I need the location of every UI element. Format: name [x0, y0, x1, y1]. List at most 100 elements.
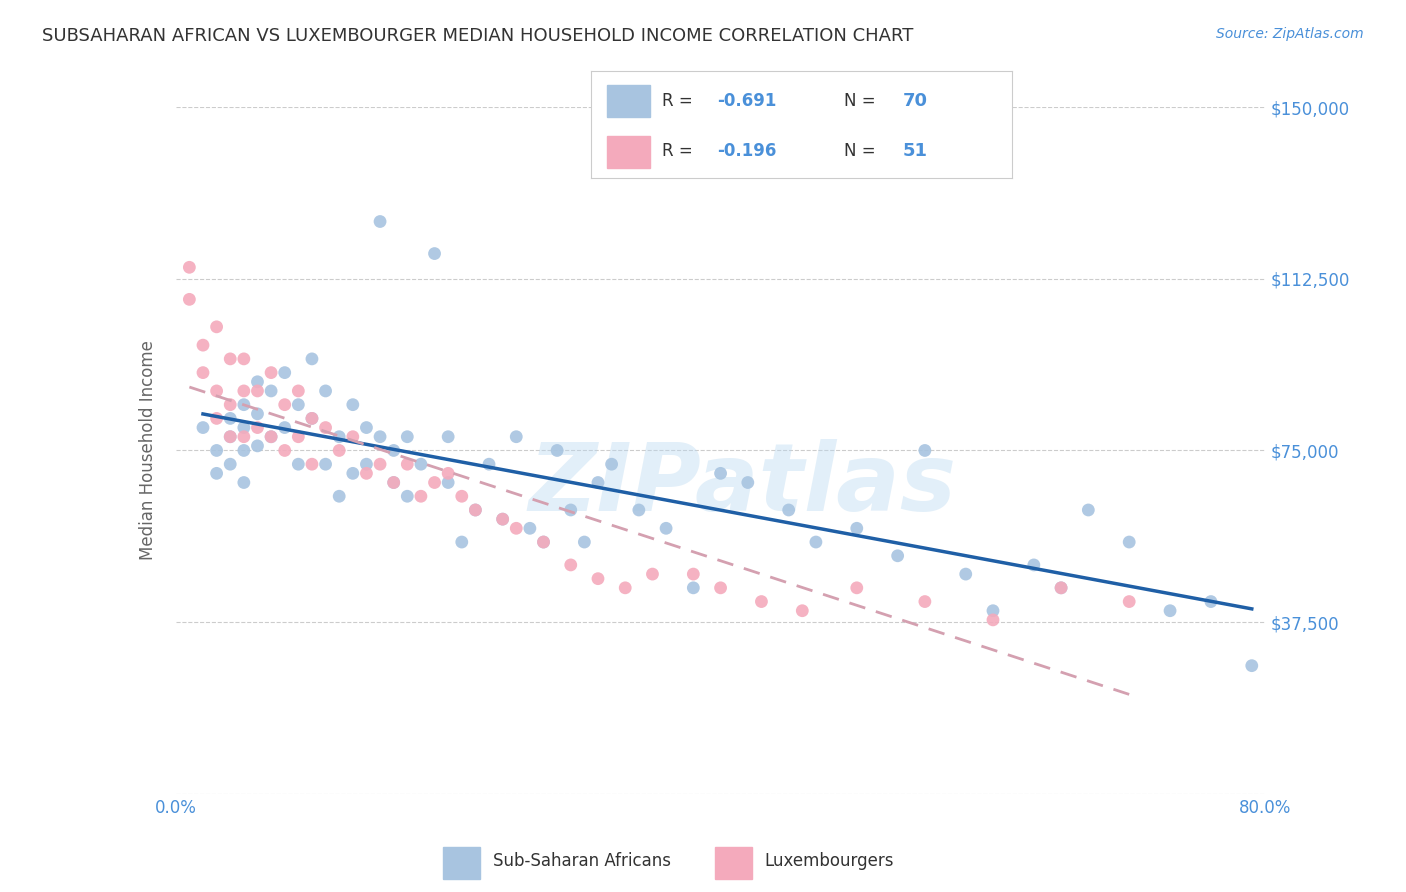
Text: N =: N = — [844, 142, 880, 160]
Point — [1118, 594, 1140, 608]
Point — [574, 535, 596, 549]
Point — [274, 443, 297, 458]
Point — [614, 581, 637, 595]
Point — [260, 384, 283, 398]
Point — [328, 489, 350, 503]
Point — [191, 338, 214, 352]
Point — [1050, 581, 1073, 595]
Point — [205, 319, 228, 334]
Point — [655, 521, 678, 535]
Text: 70: 70 — [903, 93, 928, 111]
Point — [396, 457, 419, 471]
Point — [437, 475, 460, 490]
Point — [382, 443, 405, 458]
Point — [600, 457, 623, 471]
Point — [710, 467, 733, 481]
Point — [315, 384, 337, 398]
Point — [464, 503, 486, 517]
Text: 51: 51 — [903, 142, 928, 160]
Point — [423, 475, 446, 490]
Point — [232, 420, 254, 434]
Point — [232, 351, 254, 366]
Point — [342, 430, 364, 444]
Point — [287, 398, 309, 412]
Point — [914, 594, 936, 608]
Point — [682, 567, 704, 582]
Point — [1118, 535, 1140, 549]
Point — [981, 613, 1004, 627]
Point — [751, 594, 773, 608]
Point — [737, 475, 759, 490]
Text: Sub-Saharan Africans: Sub-Saharan Africans — [492, 852, 671, 870]
FancyBboxPatch shape — [443, 847, 481, 879]
Point — [586, 572, 609, 586]
Point — [396, 430, 419, 444]
Point — [492, 512, 515, 526]
Point — [301, 457, 323, 471]
Point — [368, 430, 391, 444]
Point — [627, 503, 650, 517]
Point — [301, 411, 323, 425]
Point — [464, 503, 486, 517]
Point — [1022, 558, 1045, 572]
Point — [232, 384, 254, 398]
Point — [560, 503, 582, 517]
Point — [219, 457, 242, 471]
Point — [382, 475, 405, 490]
Point — [845, 521, 868, 535]
Point — [246, 384, 269, 398]
Point — [246, 420, 269, 434]
Point — [205, 411, 228, 425]
Point — [315, 457, 337, 471]
Point — [1159, 604, 1181, 618]
Point — [437, 467, 460, 481]
Point — [260, 366, 283, 380]
Point — [179, 293, 201, 307]
Point — [560, 558, 582, 572]
Point — [356, 420, 378, 434]
Text: R =: R = — [662, 142, 699, 160]
Point — [955, 567, 977, 582]
Point — [274, 420, 297, 434]
Point — [914, 443, 936, 458]
Point — [232, 398, 254, 412]
Point — [356, 457, 378, 471]
Point — [328, 443, 350, 458]
Point — [450, 535, 472, 549]
Point — [205, 467, 228, 481]
Point — [396, 489, 419, 503]
Point — [342, 467, 364, 481]
Point — [301, 411, 323, 425]
Text: N =: N = — [844, 93, 880, 111]
Text: -0.196: -0.196 — [717, 142, 776, 160]
Point — [845, 581, 868, 595]
Point — [710, 581, 733, 595]
Point — [505, 521, 527, 535]
Point — [450, 489, 472, 503]
Point — [886, 549, 908, 563]
Point — [301, 351, 323, 366]
Point — [205, 384, 228, 398]
Text: ZIPatlas: ZIPatlas — [529, 439, 956, 531]
Point — [586, 475, 609, 490]
Point — [492, 512, 515, 526]
Point — [287, 384, 309, 398]
Point — [478, 457, 501, 471]
Point — [804, 535, 827, 549]
Point — [368, 457, 391, 471]
Point — [246, 407, 269, 421]
Point — [356, 467, 378, 481]
Point — [682, 581, 704, 595]
Point — [437, 430, 460, 444]
Point — [328, 430, 350, 444]
FancyBboxPatch shape — [607, 136, 650, 168]
Point — [191, 420, 214, 434]
Point — [315, 420, 337, 434]
Point — [191, 366, 214, 380]
Point — [219, 430, 242, 444]
Point — [219, 398, 242, 412]
Point — [778, 503, 800, 517]
Text: SUBSAHARAN AFRICAN VS LUXEMBOURGER MEDIAN HOUSEHOLD INCOME CORRELATION CHART: SUBSAHARAN AFRICAN VS LUXEMBOURGER MEDIA… — [42, 27, 914, 45]
Point — [981, 604, 1004, 618]
Point — [274, 366, 297, 380]
